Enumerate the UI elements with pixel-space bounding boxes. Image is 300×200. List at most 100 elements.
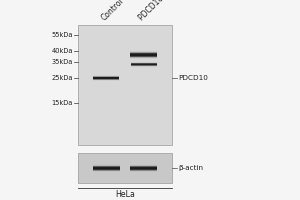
Bar [130,170,158,171]
Bar [130,164,158,165]
Text: PDCD10 KO: PDCD10 KO [137,0,175,22]
Bar [93,79,119,80]
Bar [131,66,157,67]
Bar [130,58,158,59]
Bar [131,63,157,64]
Bar [93,76,119,77]
Bar [93,167,120,168]
Bar [130,54,158,55]
Bar [130,167,158,168]
Bar [131,66,157,67]
Bar [93,81,119,82]
Bar [130,170,158,171]
Bar [131,62,157,63]
Bar [93,76,119,77]
Bar [130,56,158,57]
Bar [93,78,119,79]
Bar [93,169,120,170]
Bar [130,171,158,172]
Bar [130,167,158,168]
Bar [93,77,119,78]
Bar [93,76,119,77]
Bar [131,61,157,62]
Bar [93,78,119,79]
Bar [93,79,119,80]
Bar [130,58,158,59]
Bar [130,52,158,53]
Bar [130,51,158,52]
Bar [93,75,119,76]
Bar [130,168,158,169]
Bar [93,166,120,167]
Bar [130,57,158,58]
Bar [93,164,120,165]
Bar [130,50,158,51]
Bar [131,62,157,63]
Bar [93,171,120,172]
Bar [93,76,119,77]
Bar [130,50,158,51]
Bar [131,61,157,62]
Bar [130,172,158,173]
Text: 35kDa: 35kDa [52,59,73,65]
Text: Control: Control [100,0,126,22]
Bar [93,75,119,76]
Bar [93,78,119,79]
Bar [93,79,119,80]
Bar [93,164,120,165]
Bar [131,65,157,66]
Bar [93,165,120,166]
Bar [131,63,157,64]
Text: 55kDa: 55kDa [52,32,73,38]
Bar [93,167,120,168]
Bar [93,171,120,172]
Bar [131,66,157,67]
Bar [131,67,157,68]
Bar [130,59,158,60]
Bar [93,80,119,81]
Bar [93,80,119,81]
Bar [130,54,158,55]
Bar [130,50,158,51]
Bar [93,170,120,171]
Bar [130,165,158,166]
Bar [131,61,157,62]
Text: HeLa: HeLa [115,190,135,199]
Bar [130,55,158,56]
Bar [130,52,158,53]
Bar [131,65,157,66]
Bar [130,172,158,173]
Bar [130,55,158,56]
Text: 15kDa: 15kDa [52,100,73,106]
Bar [130,56,158,57]
Bar [130,51,158,52]
Bar [131,64,157,65]
Bar [93,170,120,171]
Bar [130,56,158,57]
Bar [130,168,158,169]
Bar [131,67,157,68]
Bar [131,65,157,66]
Bar [93,75,119,76]
Bar [130,58,158,59]
Bar [93,170,120,171]
Bar [93,171,120,172]
Bar [93,168,120,169]
Bar [130,59,158,60]
Bar [93,169,120,170]
Bar [130,164,158,165]
Bar [93,77,119,78]
Bar [131,63,157,64]
Bar [130,55,158,56]
Bar [130,167,158,168]
Bar [131,64,157,65]
Bar [93,76,119,77]
Bar [130,52,158,53]
Bar [131,64,157,65]
Bar [131,62,157,63]
Bar [93,165,120,166]
Text: 40kDa: 40kDa [52,48,73,54]
Bar [93,172,120,173]
Bar [93,165,120,166]
Bar [130,170,158,171]
